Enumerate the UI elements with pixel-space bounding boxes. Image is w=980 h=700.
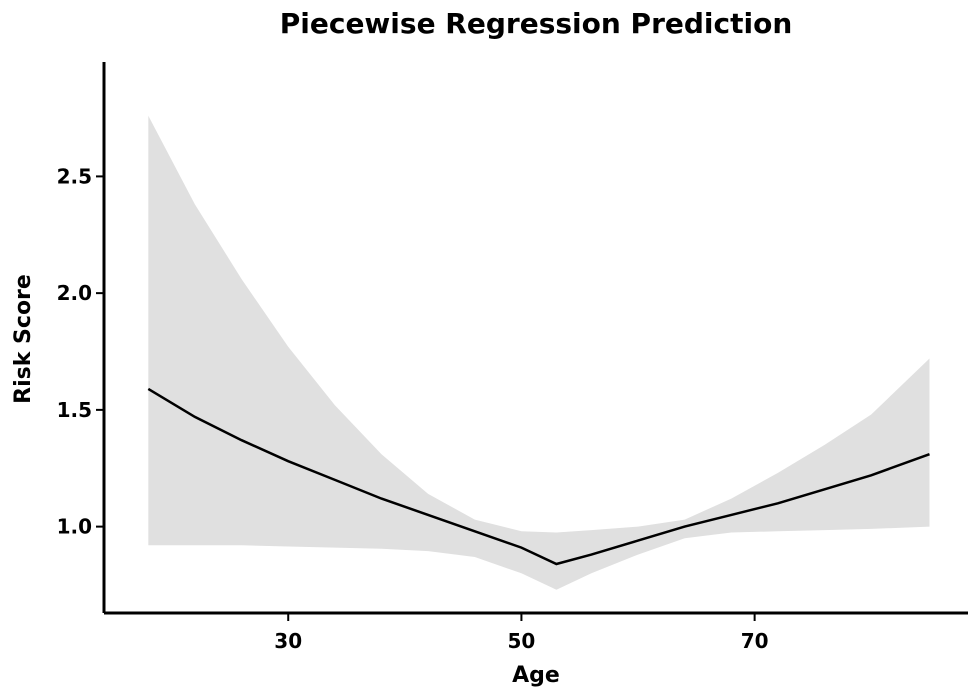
y-tick-label: 2.5	[57, 164, 92, 188]
y-axis-label: Risk Score	[11, 274, 36, 404]
x-tick-label: 30	[274, 629, 302, 653]
x-tick-label: 70	[741, 629, 769, 653]
y-ticks: 1.0 1.5 2.0 2.5	[57, 164, 104, 539]
y-tick-label: 2.0	[57, 281, 92, 305]
prediction-line	[147, 387, 930, 566]
confidence-band	[148, 115, 930, 590]
x-axis-label: Age	[512, 663, 560, 688]
chart-title: Piecewise Regression Prediction	[280, 7, 793, 40]
y-tick-label: 1.0	[57, 515, 92, 539]
y-tick-label: 1.5	[57, 398, 92, 422]
x-tick-label: 50	[508, 629, 536, 653]
x-ticks: 30 50 70	[274, 613, 769, 653]
